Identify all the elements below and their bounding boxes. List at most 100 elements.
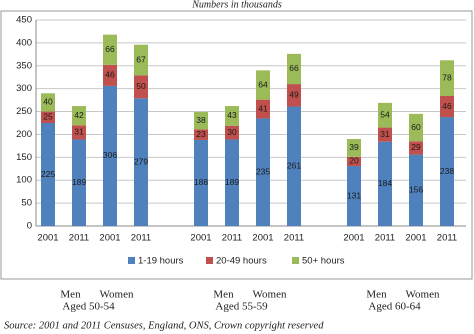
legend-label: 50+ hours [302, 256, 345, 267]
bar-segment [256, 70, 270, 100]
y-tick-label: 450 [16, 15, 32, 26]
bar-segment [103, 34, 117, 65]
data-label: 78 [442, 72, 452, 82]
sex-label: Men [213, 289, 234, 301]
bar-segment [103, 85, 117, 226]
bar-segment [225, 106, 239, 126]
bar-segment [409, 141, 423, 155]
data-label: 261 [287, 161, 301, 171]
data-label: 29 [411, 142, 421, 152]
x-tick-label: 2001 [99, 233, 120, 244]
data-label: 189 [72, 177, 86, 187]
y-tick-label: 400 [16, 37, 32, 48]
data-label: 41 [258, 103, 268, 113]
y-tick-label: 150 [16, 152, 32, 163]
x-tick-label: 2011 [69, 233, 89, 244]
bar-segment [72, 139, 86, 226]
bar-segment [72, 125, 86, 140]
data-label: 31 [74, 127, 84, 137]
data-label: 49 [289, 90, 299, 100]
data-label: 238 [440, 166, 454, 176]
bar-segment [378, 127, 392, 142]
bar-segment [256, 99, 270, 119]
data-label: 43 [227, 110, 237, 120]
x-tick-label: 2001 [37, 233, 58, 244]
bar-segment [347, 156, 361, 167]
data-label: 20 [349, 156, 359, 166]
y-tick-label: 200 [16, 129, 32, 140]
source-note: Source: 2001 and 2011 Censuses, England,… [4, 320, 324, 331]
bar-segment [287, 106, 301, 226]
bar-segment [225, 139, 239, 226]
x-tick-label: 2001 [343, 233, 364, 244]
y-tick-label: 250 [16, 106, 32, 117]
data-label: 25 [43, 112, 53, 122]
sex-label: Women [253, 289, 287, 301]
bar-segment [41, 123, 55, 226]
data-label: 46 [105, 70, 115, 80]
bar-segment [134, 98, 148, 226]
bar-segment [409, 113, 423, 142]
data-label: 131 [347, 190, 361, 200]
data-label: 46 [442, 101, 452, 111]
data-label: 64 [258, 79, 268, 89]
bar-segment [134, 75, 148, 99]
bar-segment [194, 112, 208, 130]
y-tick-label: 50 [21, 198, 32, 209]
data-label: 306 [103, 150, 117, 160]
age-label: Aged 50-54 [62, 301, 115, 313]
x-tick-label: 2011 [284, 233, 304, 244]
bar-segment [194, 129, 208, 140]
bar-segment [103, 64, 117, 86]
data-label: 60 [411, 122, 421, 132]
x-tick-label: 2011 [375, 233, 395, 244]
bar-segment [347, 166, 361, 226]
data-label: 38 [196, 115, 206, 125]
data-label: 188 [194, 177, 208, 187]
data-label: 235 [256, 166, 270, 176]
age-label: Aged 60-64 [368, 301, 421, 313]
bar-segment [256, 118, 270, 226]
data-label: 39 [349, 142, 359, 152]
sex-label: Women [100, 289, 134, 301]
bar-segment [41, 111, 55, 123]
bar-segment [41, 93, 55, 112]
data-label: 50 [136, 81, 146, 91]
data-label: 67 [136, 54, 146, 64]
bar-segment [134, 44, 148, 76]
bar-segment [409, 154, 423, 226]
data-label: 279 [134, 156, 148, 166]
y-tick-label: 350 [16, 60, 32, 71]
x-tick-label: 2011 [222, 233, 242, 244]
x-tick-label: 2001 [252, 233, 273, 244]
y-tick-label: 0 [27, 221, 32, 232]
data-label: 54 [380, 109, 390, 119]
bar-segment [225, 125, 239, 140]
x-tick-label: 2011 [437, 233, 457, 244]
sex-label: Men [366, 289, 387, 301]
bar-segment [287, 84, 301, 107]
bar-segment [440, 60, 454, 96]
legend-swatch [292, 257, 299, 264]
x-tick-label: 2001 [405, 233, 426, 244]
x-tick-label: 2001 [190, 233, 211, 244]
data-label: 184 [378, 178, 392, 188]
data-label: 156 [409, 185, 423, 195]
chart-title: Numbers in thousands [191, 0, 282, 10]
data-label: 40 [43, 97, 53, 107]
data-label: 66 [105, 44, 115, 54]
data-label: 42 [74, 110, 84, 120]
bar-segment [72, 106, 86, 126]
data-label: 23 [196, 129, 206, 139]
x-tick-label: 2011 [131, 233, 151, 244]
sex-label: Men [60, 289, 81, 301]
bar-segment [378, 141, 392, 226]
bar-segment [440, 95, 454, 118]
data-label: 225 [41, 169, 55, 179]
data-label: 30 [227, 127, 237, 137]
bar-segment [194, 139, 208, 226]
y-tick-label: 100 [16, 175, 32, 186]
legend-label: 20-49 hours [216, 256, 267, 267]
legend-swatch [206, 257, 213, 264]
